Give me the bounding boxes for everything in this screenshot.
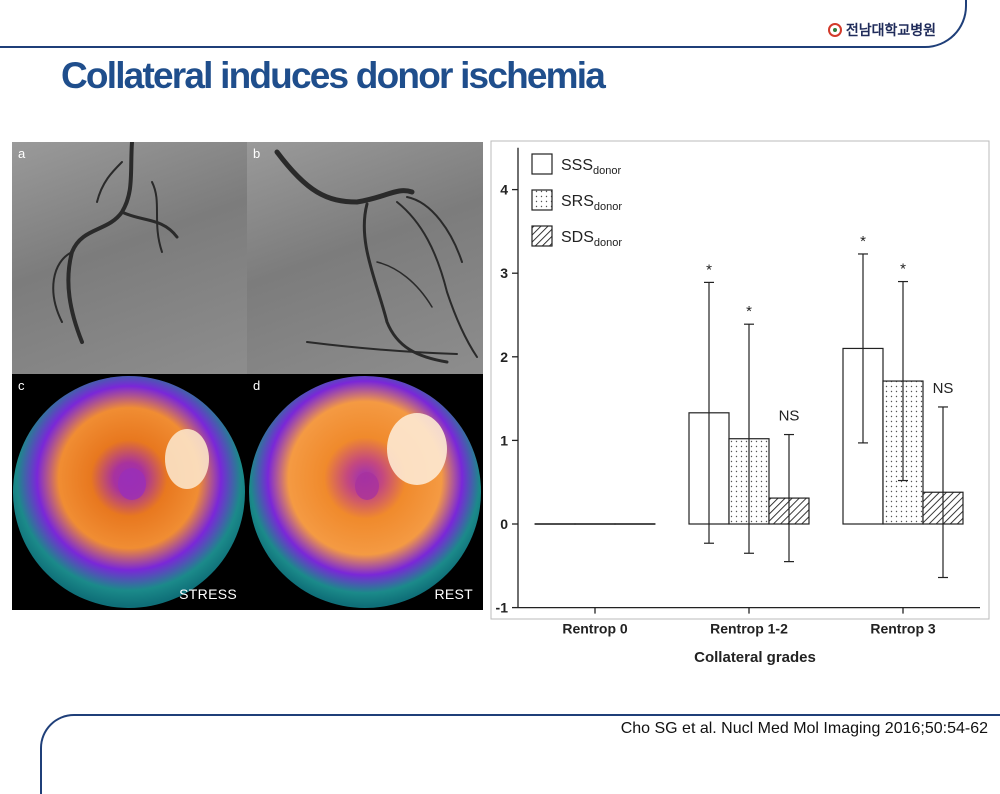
legend-label-sss: SSSdonor [561,157,621,177]
significance-annotation: * [900,261,906,278]
spect-panel-d: d REST [247,374,483,610]
legend-name: SDS [561,229,594,246]
panel-label-b: b [253,146,260,161]
legend-label-srs: SRSdonor [561,193,622,213]
spect-panel-c: c STRESS [12,374,247,610]
legend-swatch-srs [532,190,552,210]
significance-annotation: * [706,261,712,278]
panel-label-d: d [253,378,260,393]
legend-swatch-sds [532,226,552,246]
legend-name: SRS [561,193,594,210]
donor-ischemia-bar-chart: -1 0 1 2 3 4 Rentrop 0 Rentrop 1-2 Rentrop 3 * * N… [485,140,990,670]
angiogram-image-a [12,142,247,374]
significance-annotation: NS [779,408,800,425]
panel-label-c: c [18,378,25,393]
rest-polar-map [247,374,483,610]
significance-annotation: * [746,303,752,320]
y-tick-label: 3 [500,265,508,281]
angiogram-image-b [247,142,483,374]
hospital-logo-text: 전남대학교병원 [846,20,936,40]
y-tick-label: 1 [500,432,508,448]
angiogram-panel-a: a [12,142,247,374]
stress-polar-map [12,374,247,610]
hospital-logo: 전남대학교병원 [828,20,936,40]
hospital-emblem-icon [828,23,842,37]
legend-swatch-sss [532,154,552,174]
header-frame [0,0,967,48]
slide-title: Collateral induces donor ischemia [61,55,604,97]
legend-subscript: donor [594,237,622,249]
chart-border [491,141,989,619]
x-tick-label: Rentrop 3 [870,621,936,637]
panel-label-a: a [18,146,25,161]
x-tick-label: Rentrop 1-2 [710,621,788,637]
legend-subscript: donor [594,201,622,213]
legend-label-sds: SDSdonor [561,229,622,249]
angiogram-panel-b: b [247,142,483,374]
y-tick-label: -1 [496,600,509,616]
legend-name: SSS [561,157,593,174]
significance-annotation: NS [933,380,954,397]
x-axis-label: Collateral grades [694,649,816,666]
y-tick-label: 2 [500,349,508,365]
significance-annotation: * [860,233,866,250]
x-tick-label: Rentrop 0 [562,621,628,637]
y-tick-label: 4 [500,182,508,198]
stress-caption: STRESS [179,586,237,602]
rest-caption: REST [434,586,473,602]
citation: Cho SG et al. Nucl Med Mol Imaging 2016;… [621,720,988,738]
y-tick-label: 0 [500,516,508,532]
legend-subscript: donor [593,165,621,177]
